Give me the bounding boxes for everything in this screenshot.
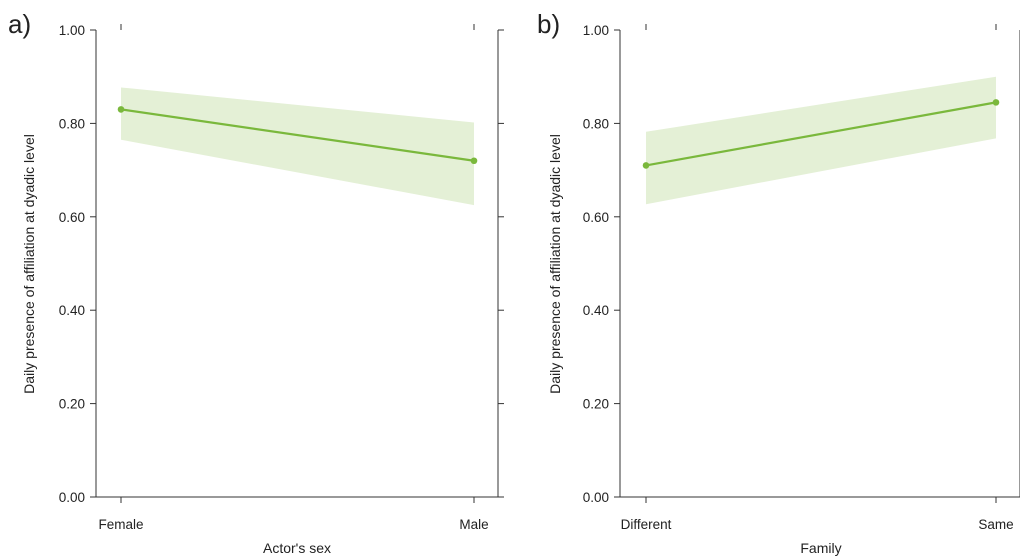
y-tick-label-b: 0.80 [583,116,609,131]
plot-area-a: 0.00 0.20 0.40 0.60 0.80 1.00 Female Male [59,23,504,532]
y-tick-label-a: 0.40 [59,303,85,318]
panel-label-b: b) [537,9,560,39]
data-point-b [642,162,650,169]
x-tick-label-a: Male [459,517,488,532]
y-axis-title-b: Daily presence of affiliation at dyadic … [547,134,563,394]
plot-area-b: 0.00 0.20 0.40 0.60 0.80 1.00 Different Same [583,23,1020,532]
confidence-band-b [646,76,996,205]
data-point-a [470,157,478,165]
panel-a: a) 0.00 0.20 0.40 0.60 0.80 1.00 Female Male Ac… [8,9,504,556]
y-tick-label-a: 1.00 [59,23,85,38]
panel-b: b) 0.00 0.20 0.40 0.60 0.80 1.00 Different Same… [537,9,1020,556]
y-axis-title-a: Daily presence of affiliation at dyadic … [21,134,37,394]
y-tick-label-b: 0.40 [583,303,609,318]
x-tick-label-b: Same [978,517,1013,532]
x-axis-title-b: Family [800,540,841,556]
data-point-b [992,99,1000,106]
panel-label-a: a) [8,9,31,39]
y-tick-label-b: 0.20 [583,397,609,412]
y-tick-label-a: 0.00 [59,490,85,505]
y-tick-label-b: 0.00 [583,490,609,505]
y-tick-label-b: 1.00 [583,23,609,38]
series-line-b [645,101,997,167]
y-tick-label-b: 0.60 [583,210,609,225]
data-point-a [117,106,125,113]
series-line-a [120,108,475,162]
y-tick-label-a: 0.80 [59,116,85,131]
x-tick-label-a: Female [98,517,143,532]
x-axis-title-a: Actor's sex [263,540,331,556]
y-tick-label-a: 0.60 [59,210,85,225]
x-tick-label-b: Different [621,517,672,532]
y-tick-label-a: 0.20 [59,397,85,412]
confidence-band-a [121,87,474,206]
